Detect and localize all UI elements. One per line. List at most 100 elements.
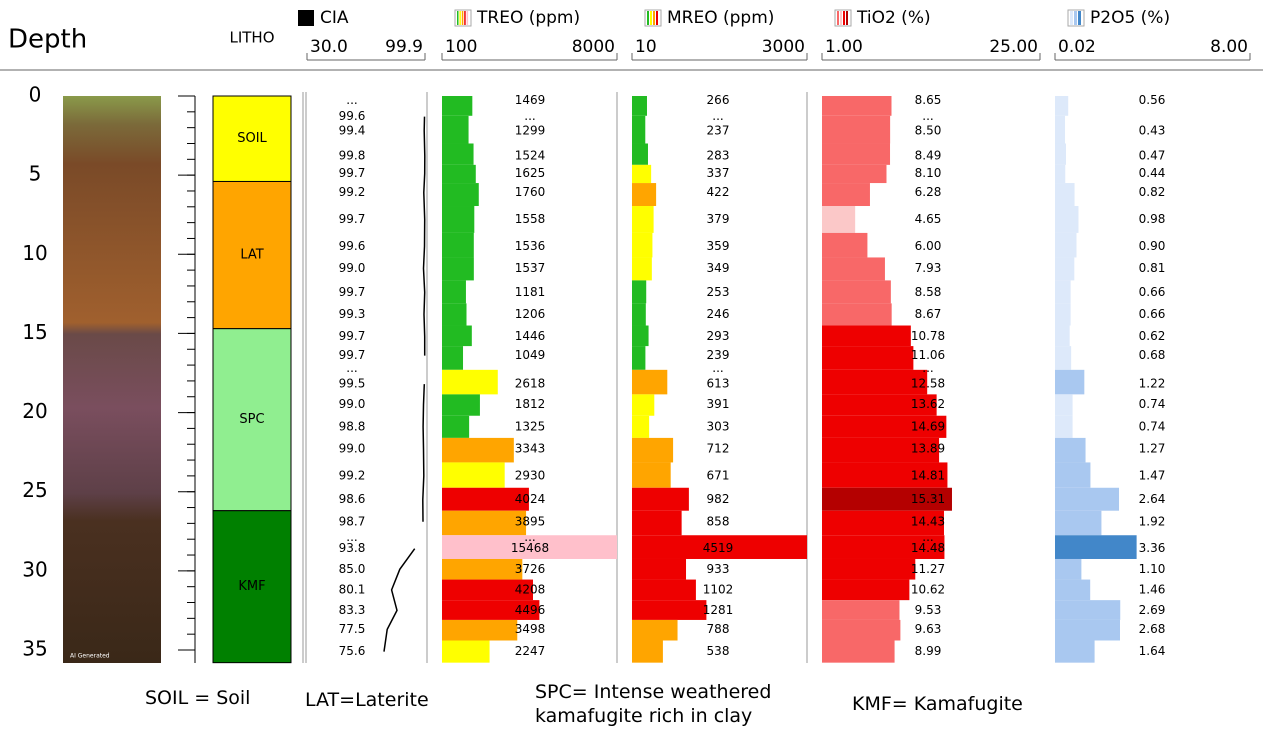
bar (632, 257, 652, 281)
bar (632, 510, 682, 536)
bar (822, 369, 928, 395)
bar (442, 183, 479, 207)
value-label: 1537 (515, 261, 546, 275)
value-label: ... (922, 530, 933, 544)
bar (632, 640, 663, 663)
bar (1055, 510, 1102, 536)
x-tick-label: 8.00 (1210, 37, 1248, 57)
bar (632, 325, 649, 347)
value-label: ... (346, 361, 357, 375)
bar (822, 303, 892, 326)
value-label: 99.2 (339, 468, 366, 482)
value-label: 3726 (515, 562, 546, 576)
x-tick-label: 25.00 (989, 37, 1038, 57)
value-label: 99.8 (339, 149, 366, 163)
value-label: 15468 (511, 541, 549, 555)
value-label: 8.99 (915, 644, 942, 658)
bar (442, 96, 473, 116)
value-label: 2247 (515, 644, 546, 658)
bar (632, 96, 647, 116)
value-label: 1.92 (1139, 514, 1166, 528)
bar (822, 257, 885, 281)
value-label: 3895 (515, 514, 546, 528)
value-label: 6.00 (915, 239, 942, 253)
track-title: MREO (ppm) (667, 8, 774, 28)
value-label: 3343 (515, 441, 546, 455)
bar (1055, 303, 1071, 326)
value-label: 671 (707, 468, 730, 482)
litho-layer (212, 328, 292, 512)
value-label: 1281 (703, 603, 734, 617)
y-tick-label: 20 (22, 399, 47, 423)
value-label: 8.58 (915, 285, 942, 299)
bar (822, 232, 868, 258)
bar (442, 394, 480, 416)
bar (442, 206, 475, 233)
y-tick-label: 5 (29, 162, 42, 186)
value-label: 99.0 (339, 261, 366, 275)
value-label: 77.5 (339, 622, 366, 636)
value-label: 422 (707, 185, 730, 199)
x-tick-label: 100 (445, 37, 477, 57)
value-label: 2.64 (1139, 492, 1166, 506)
bar (822, 462, 948, 488)
value-label: 1102 (703, 582, 734, 596)
value-label: 1.46 (1139, 582, 1166, 596)
bar (442, 579, 533, 601)
legend-icon (1074, 11, 1077, 25)
value-label: 4.65 (915, 212, 942, 226)
bar (1055, 183, 1075, 207)
value-label: 1325 (515, 419, 546, 433)
legend-icon (1078, 11, 1081, 25)
bar (822, 437, 940, 463)
value-label: 99.0 (339, 397, 366, 411)
value-label: 239 (707, 348, 730, 362)
legend-icon (461, 11, 464, 25)
value-label: 10.78 (911, 329, 945, 343)
value-label: 266 (707, 93, 730, 107)
bar (1055, 640, 1095, 663)
value-label: 1524 (515, 149, 546, 163)
bar (1055, 369, 1085, 395)
bar (632, 487, 689, 511)
value-label: 1206 (515, 307, 546, 321)
value-label: 2.68 (1139, 622, 1166, 636)
y-tick-label: 30 (22, 557, 47, 581)
value-label: 8.65 (915, 93, 942, 107)
value-label: 349 (707, 261, 730, 275)
value-label: 0.43 (1139, 123, 1166, 137)
value-label: 83.3 (339, 603, 366, 617)
value-label: 8.10 (915, 166, 942, 180)
legend-icon (298, 10, 314, 26)
bar (442, 164, 476, 184)
value-label: 14.43 (911, 514, 945, 528)
value-label: 8.49 (915, 149, 942, 163)
value-label: 0.66 (1139, 285, 1166, 299)
bar (1055, 619, 1120, 641)
y-tick-label: 0 (29, 83, 42, 107)
bar (632, 619, 678, 641)
bar (1055, 394, 1073, 416)
value-label: 99.6 (339, 239, 366, 253)
x-tick-label: 30.0 (310, 37, 348, 57)
bar (1055, 115, 1066, 144)
legend-icon (464, 11, 466, 25)
legend-icon (459, 11, 461, 25)
value-label: 4519 (703, 541, 734, 555)
value-label: 99.6 (339, 109, 366, 123)
bar (1055, 257, 1075, 281)
bar (822, 487, 952, 511)
value-label: 99.3 (339, 307, 366, 321)
value-label: 933 (707, 562, 730, 576)
value-label: 99.7 (339, 348, 366, 362)
bar (442, 535, 617, 559)
value-label: 1.10 (1139, 562, 1166, 576)
value-label: 98.6 (339, 492, 366, 506)
value-label: 613 (707, 377, 730, 391)
legend-icon (1070, 11, 1073, 25)
bar (822, 579, 910, 601)
value-label: 6.28 (915, 185, 942, 199)
value-label: 4496 (515, 603, 546, 617)
value-label: 538 (707, 644, 730, 658)
value-label: 712 (707, 441, 730, 455)
